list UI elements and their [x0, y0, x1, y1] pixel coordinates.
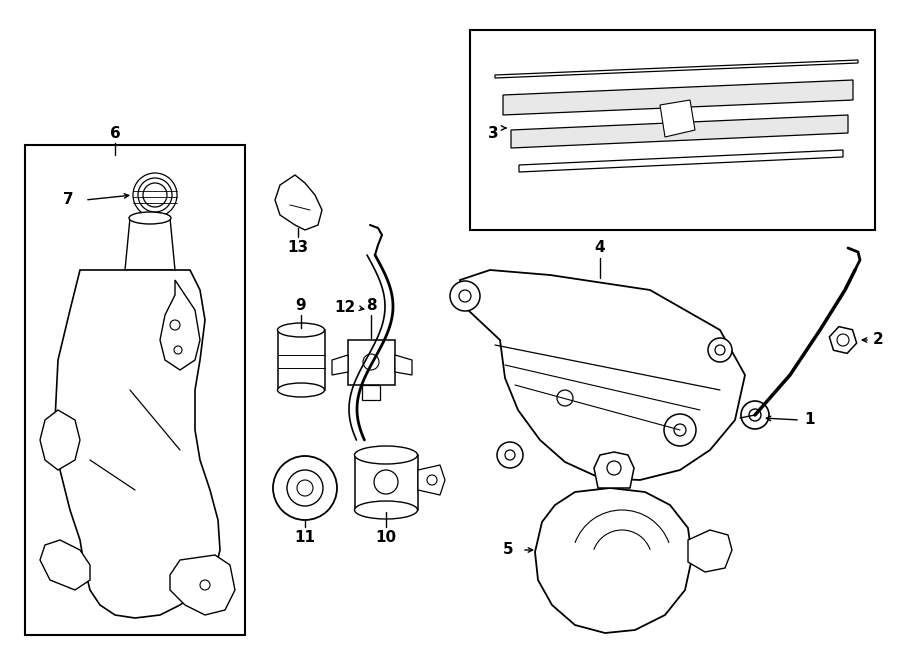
Ellipse shape — [355, 446, 418, 464]
Polygon shape — [418, 465, 445, 495]
Text: 5: 5 — [503, 543, 513, 557]
Circle shape — [273, 456, 337, 520]
Circle shape — [287, 470, 323, 506]
Circle shape — [708, 338, 732, 362]
Circle shape — [602, 540, 642, 580]
Polygon shape — [55, 270, 220, 618]
Polygon shape — [332, 355, 348, 375]
Text: 6: 6 — [110, 126, 121, 141]
Text: 10: 10 — [375, 531, 397, 545]
Polygon shape — [125, 218, 175, 270]
Polygon shape — [355, 455, 418, 510]
Polygon shape — [594, 452, 634, 488]
Circle shape — [143, 183, 167, 207]
Polygon shape — [503, 80, 853, 115]
Circle shape — [557, 390, 573, 406]
Polygon shape — [170, 555, 235, 615]
Text: 8: 8 — [365, 297, 376, 313]
Polygon shape — [275, 175, 322, 230]
Polygon shape — [160, 280, 200, 370]
Circle shape — [505, 450, 515, 460]
Circle shape — [200, 580, 210, 590]
Circle shape — [459, 290, 471, 302]
Circle shape — [715, 345, 725, 355]
Polygon shape — [511, 115, 848, 148]
Circle shape — [138, 178, 172, 212]
Polygon shape — [40, 410, 80, 470]
Circle shape — [174, 346, 182, 354]
Circle shape — [363, 354, 379, 370]
Circle shape — [664, 414, 696, 446]
Polygon shape — [519, 150, 843, 172]
Text: 9: 9 — [296, 297, 306, 313]
Polygon shape — [660, 100, 695, 137]
Polygon shape — [40, 540, 90, 590]
Ellipse shape — [277, 323, 325, 337]
Text: 12: 12 — [335, 301, 356, 315]
Polygon shape — [495, 60, 858, 78]
Circle shape — [557, 495, 687, 625]
Ellipse shape — [129, 212, 171, 224]
Polygon shape — [278, 330, 325, 390]
Ellipse shape — [277, 383, 325, 397]
Text: 11: 11 — [294, 531, 316, 545]
Polygon shape — [362, 385, 380, 400]
Circle shape — [297, 480, 313, 496]
Circle shape — [427, 475, 437, 485]
Text: 13: 13 — [287, 241, 309, 256]
Circle shape — [580, 518, 664, 602]
Circle shape — [133, 173, 177, 217]
Circle shape — [674, 424, 686, 436]
Polygon shape — [460, 270, 745, 480]
Bar — [470, 30, 875, 230]
Circle shape — [170, 320, 180, 330]
Polygon shape — [688, 530, 732, 572]
Circle shape — [741, 401, 769, 429]
Text: 3: 3 — [488, 126, 499, 141]
Polygon shape — [395, 355, 412, 375]
Polygon shape — [348, 340, 395, 385]
Circle shape — [374, 470, 398, 494]
Circle shape — [450, 281, 480, 311]
Circle shape — [749, 409, 761, 421]
Text: 7: 7 — [63, 192, 73, 208]
Circle shape — [497, 442, 523, 468]
Text: 2: 2 — [873, 332, 884, 348]
Text: 4: 4 — [595, 241, 606, 256]
Text: 1: 1 — [805, 412, 815, 428]
Circle shape — [837, 334, 849, 346]
Ellipse shape — [355, 501, 418, 519]
Circle shape — [607, 461, 621, 475]
Bar — [25, 145, 245, 635]
Polygon shape — [535, 488, 692, 633]
